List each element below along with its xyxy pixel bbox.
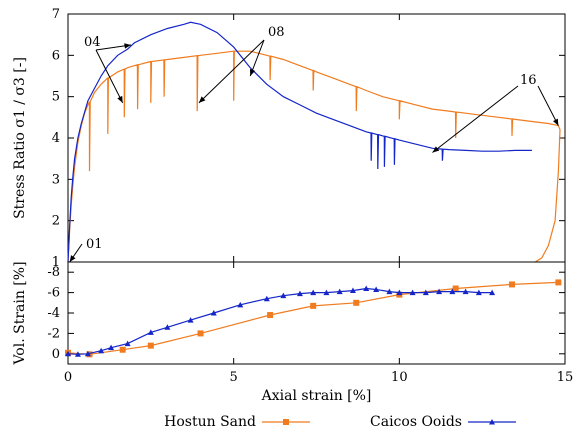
data-point-caicos-ooids <box>363 285 370 292</box>
data-point-caicos-ooids <box>74 351 81 357</box>
data-point-hostun-sand <box>508 281 515 288</box>
lower-y-axis-label: Vol. Strain [%] <box>12 261 28 365</box>
annotation-arrow-01-head <box>69 255 76 262</box>
data-point-hostun-sand <box>119 346 126 353</box>
data-point-hostun-sand <box>452 285 459 292</box>
lower-series-line-caicos-ooids <box>67 287 493 355</box>
lower-y-tick-label: 0 <box>52 347 60 362</box>
upper-y-tick-label: 7 <box>52 7 60 22</box>
data-point-caicos-ooids <box>489 289 496 296</box>
data-point-caicos-ooids <box>65 350 71 357</box>
x-tick-label: 10 <box>391 370 408 385</box>
data-point-hostun-sand <box>353 299 360 306</box>
annotation-label-04: 04 <box>84 35 101 50</box>
lower-y-tick-label: -8 <box>47 265 60 280</box>
annotation-arrow-08 <box>198 39 265 104</box>
data-point-hostun-sand <box>310 302 317 309</box>
lower-plot-frame <box>67 261 566 365</box>
data-point-caicos-ooids <box>436 288 443 295</box>
data-point-caicos-ooids <box>349 287 356 294</box>
data-point-caicos-ooids <box>124 340 131 347</box>
upper-y-tick-label: 1 <box>52 255 60 270</box>
annotation-arrow-04-head <box>124 43 131 49</box>
annotation-label-16: 16 <box>520 73 537 88</box>
data-point-caicos-ooids <box>280 292 287 299</box>
annotation-arrow-16 <box>537 85 559 126</box>
upper-y-tick-label: 3 <box>52 172 60 187</box>
data-point-caicos-ooids <box>263 295 270 302</box>
x-tick-label: 5 <box>230 370 238 385</box>
annotation-arrow-04 <box>95 49 124 104</box>
lower-y-tick-label: -2 <box>47 326 60 341</box>
upper-series-line-caicos-ooids <box>67 21 532 263</box>
data-point-caicos-ooids <box>108 344 115 351</box>
data-point-caicos-ooids <box>187 317 194 323</box>
legend-label-caicos-ooids: Caicos Ooids <box>370 414 462 430</box>
upper-y-tick-label: 4 <box>52 131 60 146</box>
data-point-caicos-ooids <box>147 329 154 335</box>
lower-y-tick-label: -6 <box>47 286 60 301</box>
data-point-caicos-ooids <box>475 289 482 296</box>
lower-volumetric-strain-plot: 0 -2 -4 -6 -8 0 5 10 15 Vol. Strain [%] Axial stra… <box>12 261 573 404</box>
data-point-caicos-ooids <box>164 324 171 330</box>
data-point-caicos-ooids <box>449 288 456 295</box>
legend: Hostun Sand Caicos Ooids <box>164 414 516 430</box>
data-point-caicos-ooids <box>422 289 429 296</box>
upper-y-tick-label: 5 <box>52 90 60 105</box>
data-point-caicos-ooids <box>323 289 330 296</box>
upper-y-axis-label: Stress Ratio σ1 / σ3 [-] <box>12 57 28 219</box>
data-point-hostun-sand <box>555 279 562 286</box>
data-point-caicos-ooids <box>396 289 403 296</box>
annotation-arrow-16-head <box>552 118 559 126</box>
legend-label-hostun-sand: Hostun Sand <box>164 414 256 430</box>
data-point-hostun-sand <box>197 330 204 337</box>
data-point-caicos-ooids <box>237 301 244 308</box>
annotation-arrow-04-head <box>117 95 123 103</box>
lower-y-tick-label: -4 <box>47 306 60 321</box>
lower-series-line-hostun-sand <box>67 281 559 355</box>
x-axis-label: Axial strain [%] <box>261 388 372 404</box>
data-point-caicos-ooids <box>84 350 91 357</box>
data-point-caicos-ooids <box>210 310 217 316</box>
x-tick-label: 0 <box>64 370 72 385</box>
upper-y-tick-label: 6 <box>52 48 60 63</box>
annotation-label-08: 08 <box>268 25 285 40</box>
annotation-label-01: 01 <box>86 237 103 252</box>
annotation-arrow-16-head <box>432 146 440 153</box>
data-point-hostun-sand <box>267 312 274 319</box>
data-point-caicos-ooids <box>98 347 105 354</box>
annotation-arrow-16 <box>432 85 519 153</box>
legend-marker-hostun-sand <box>283 419 289 425</box>
data-point-caicos-ooids <box>373 286 380 293</box>
data-point-caicos-ooids <box>462 288 469 295</box>
upper-series-line-hostun-sand <box>67 50 561 263</box>
data-point-caicos-ooids <box>409 289 416 296</box>
data-point-caicos-ooids <box>336 288 343 295</box>
data-point-caicos-ooids <box>310 289 317 296</box>
upper-plot-frame <box>67 13 566 263</box>
upper-stress-ratio-plot: 1 2 3 4 5 6 7 Stress Ratio σ1 / σ3 [-] 01 04 08 16 <box>12 7 566 270</box>
legend-marker-caicos-ooids <box>489 419 495 425</box>
data-point-caicos-ooids <box>386 288 393 295</box>
upper-y-tick-label: 2 <box>52 214 60 229</box>
data-point-hostun-sand <box>147 342 154 349</box>
x-tick-label: 15 <box>557 370 574 385</box>
data-point-caicos-ooids <box>296 290 303 297</box>
annotation-arrow-08-head <box>249 69 256 76</box>
annotation-arrow-08-head <box>198 96 206 103</box>
